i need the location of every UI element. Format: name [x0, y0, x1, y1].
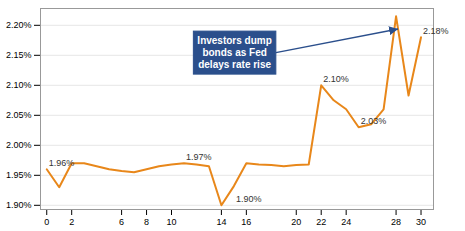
svg-text:22: 22 [316, 217, 326, 227]
svg-text:1.97%: 1.97% [186, 152, 212, 162]
svg-text:2.18%: 2.18% [423, 26, 449, 36]
svg-text:2: 2 [69, 217, 74, 227]
svg-text:0: 0 [44, 217, 49, 227]
svg-text:1.90%: 1.90% [236, 194, 262, 204]
svg-text:16: 16 [241, 217, 251, 227]
svg-text:6: 6 [119, 217, 124, 227]
svg-text:2.20%: 2.20% [6, 20, 32, 30]
svg-text:30: 30 [416, 217, 426, 227]
svg-text:2.15%: 2.15% [6, 50, 32, 60]
svg-text:Investors dumpbonds as Feddela: Investors dumpbonds as Feddelays rate ri… [197, 35, 271, 70]
svg-text:20: 20 [291, 217, 301, 227]
svg-text:2.00%: 2.00% [6, 140, 32, 150]
svg-text:24: 24 [341, 217, 351, 227]
svg-text:8: 8 [144, 217, 149, 227]
svg-text:1.95%: 1.95% [6, 170, 32, 180]
svg-text:1.96%: 1.96% [49, 158, 75, 168]
svg-text:10: 10 [166, 217, 176, 227]
svg-text:2.03%: 2.03% [361, 116, 387, 126]
svg-text:28: 28 [391, 217, 401, 227]
svg-text:2.10%: 2.10% [323, 74, 349, 84]
svg-text:14: 14 [216, 217, 226, 227]
svg-text:2.05%: 2.05% [6, 110, 32, 120]
svg-text:2.10%: 2.10% [6, 80, 32, 90]
svg-text:1.90%: 1.90% [6, 200, 32, 210]
